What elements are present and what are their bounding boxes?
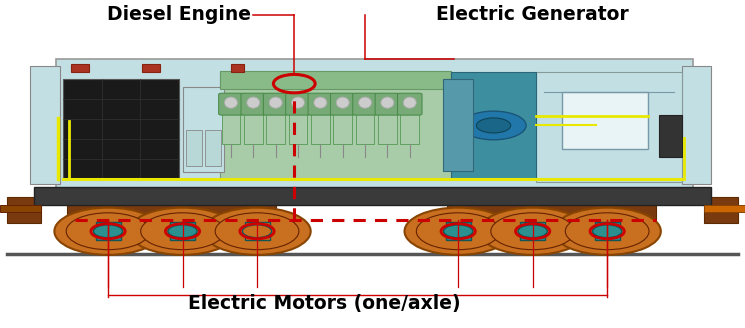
- FancyBboxPatch shape: [308, 93, 332, 115]
- Ellipse shape: [403, 97, 416, 108]
- Ellipse shape: [381, 97, 394, 108]
- Bar: [7, 197, 41, 223]
- Bar: [205, 130, 221, 166]
- Bar: [63, 79, 179, 179]
- Bar: [266, 114, 285, 144]
- Circle shape: [141, 213, 224, 250]
- Bar: [401, 114, 419, 144]
- Circle shape: [66, 213, 150, 250]
- FancyBboxPatch shape: [219, 93, 243, 115]
- FancyBboxPatch shape: [263, 93, 288, 115]
- Bar: [356, 114, 374, 144]
- Circle shape: [168, 225, 197, 238]
- Bar: [378, 114, 396, 144]
- Bar: [222, 114, 240, 144]
- Circle shape: [129, 208, 236, 255]
- Circle shape: [491, 213, 574, 250]
- Bar: [30, 66, 60, 184]
- Bar: [704, 205, 745, 212]
- FancyBboxPatch shape: [285, 93, 310, 115]
- Bar: [183, 87, 224, 172]
- Bar: [231, 64, 244, 72]
- Circle shape: [479, 208, 586, 255]
- Bar: [520, 222, 545, 240]
- Ellipse shape: [358, 97, 372, 108]
- Bar: [95, 222, 121, 240]
- Bar: [0, 205, 41, 212]
- Circle shape: [461, 111, 526, 140]
- Circle shape: [405, 208, 512, 255]
- Ellipse shape: [269, 97, 282, 108]
- Bar: [71, 64, 89, 72]
- Circle shape: [518, 225, 548, 238]
- Bar: [170, 222, 195, 240]
- Circle shape: [54, 208, 162, 255]
- Circle shape: [565, 213, 649, 250]
- Text: Electric Generator: Electric Generator: [437, 5, 629, 24]
- Bar: [447, 203, 656, 235]
- Bar: [56, 59, 693, 190]
- Bar: [311, 114, 329, 144]
- Ellipse shape: [247, 97, 260, 108]
- Bar: [244, 114, 262, 144]
- Bar: [446, 222, 471, 240]
- Bar: [451, 72, 536, 179]
- Circle shape: [443, 225, 473, 238]
- Ellipse shape: [291, 97, 305, 108]
- Bar: [659, 115, 682, 157]
- Bar: [443, 79, 473, 171]
- Circle shape: [592, 225, 622, 238]
- Bar: [67, 203, 276, 235]
- Circle shape: [242, 225, 272, 238]
- Ellipse shape: [224, 97, 238, 108]
- Circle shape: [416, 213, 500, 250]
- Circle shape: [203, 208, 311, 255]
- Bar: [244, 222, 270, 240]
- Circle shape: [554, 208, 661, 255]
- Ellipse shape: [336, 97, 349, 108]
- Bar: [333, 114, 352, 144]
- FancyBboxPatch shape: [241, 93, 266, 115]
- Bar: [142, 64, 160, 72]
- Text: Electric Motors (one/axle): Electric Motors (one/axle): [188, 294, 460, 313]
- Bar: [220, 72, 451, 179]
- FancyBboxPatch shape: [398, 93, 422, 115]
- FancyBboxPatch shape: [331, 93, 355, 115]
- FancyBboxPatch shape: [353, 93, 377, 115]
- Bar: [682, 66, 711, 184]
- Bar: [186, 130, 202, 166]
- Bar: [220, 71, 451, 89]
- Bar: [34, 187, 711, 205]
- Bar: [595, 222, 620, 240]
- Bar: [536, 72, 682, 182]
- Bar: [704, 197, 738, 223]
- Ellipse shape: [314, 97, 327, 108]
- FancyBboxPatch shape: [375, 93, 400, 115]
- Bar: [288, 114, 307, 144]
- Text: Diesel Engine: Diesel Engine: [107, 5, 251, 24]
- Circle shape: [215, 213, 299, 250]
- Bar: [562, 92, 648, 149]
- Circle shape: [93, 225, 123, 238]
- Circle shape: [477, 118, 511, 133]
